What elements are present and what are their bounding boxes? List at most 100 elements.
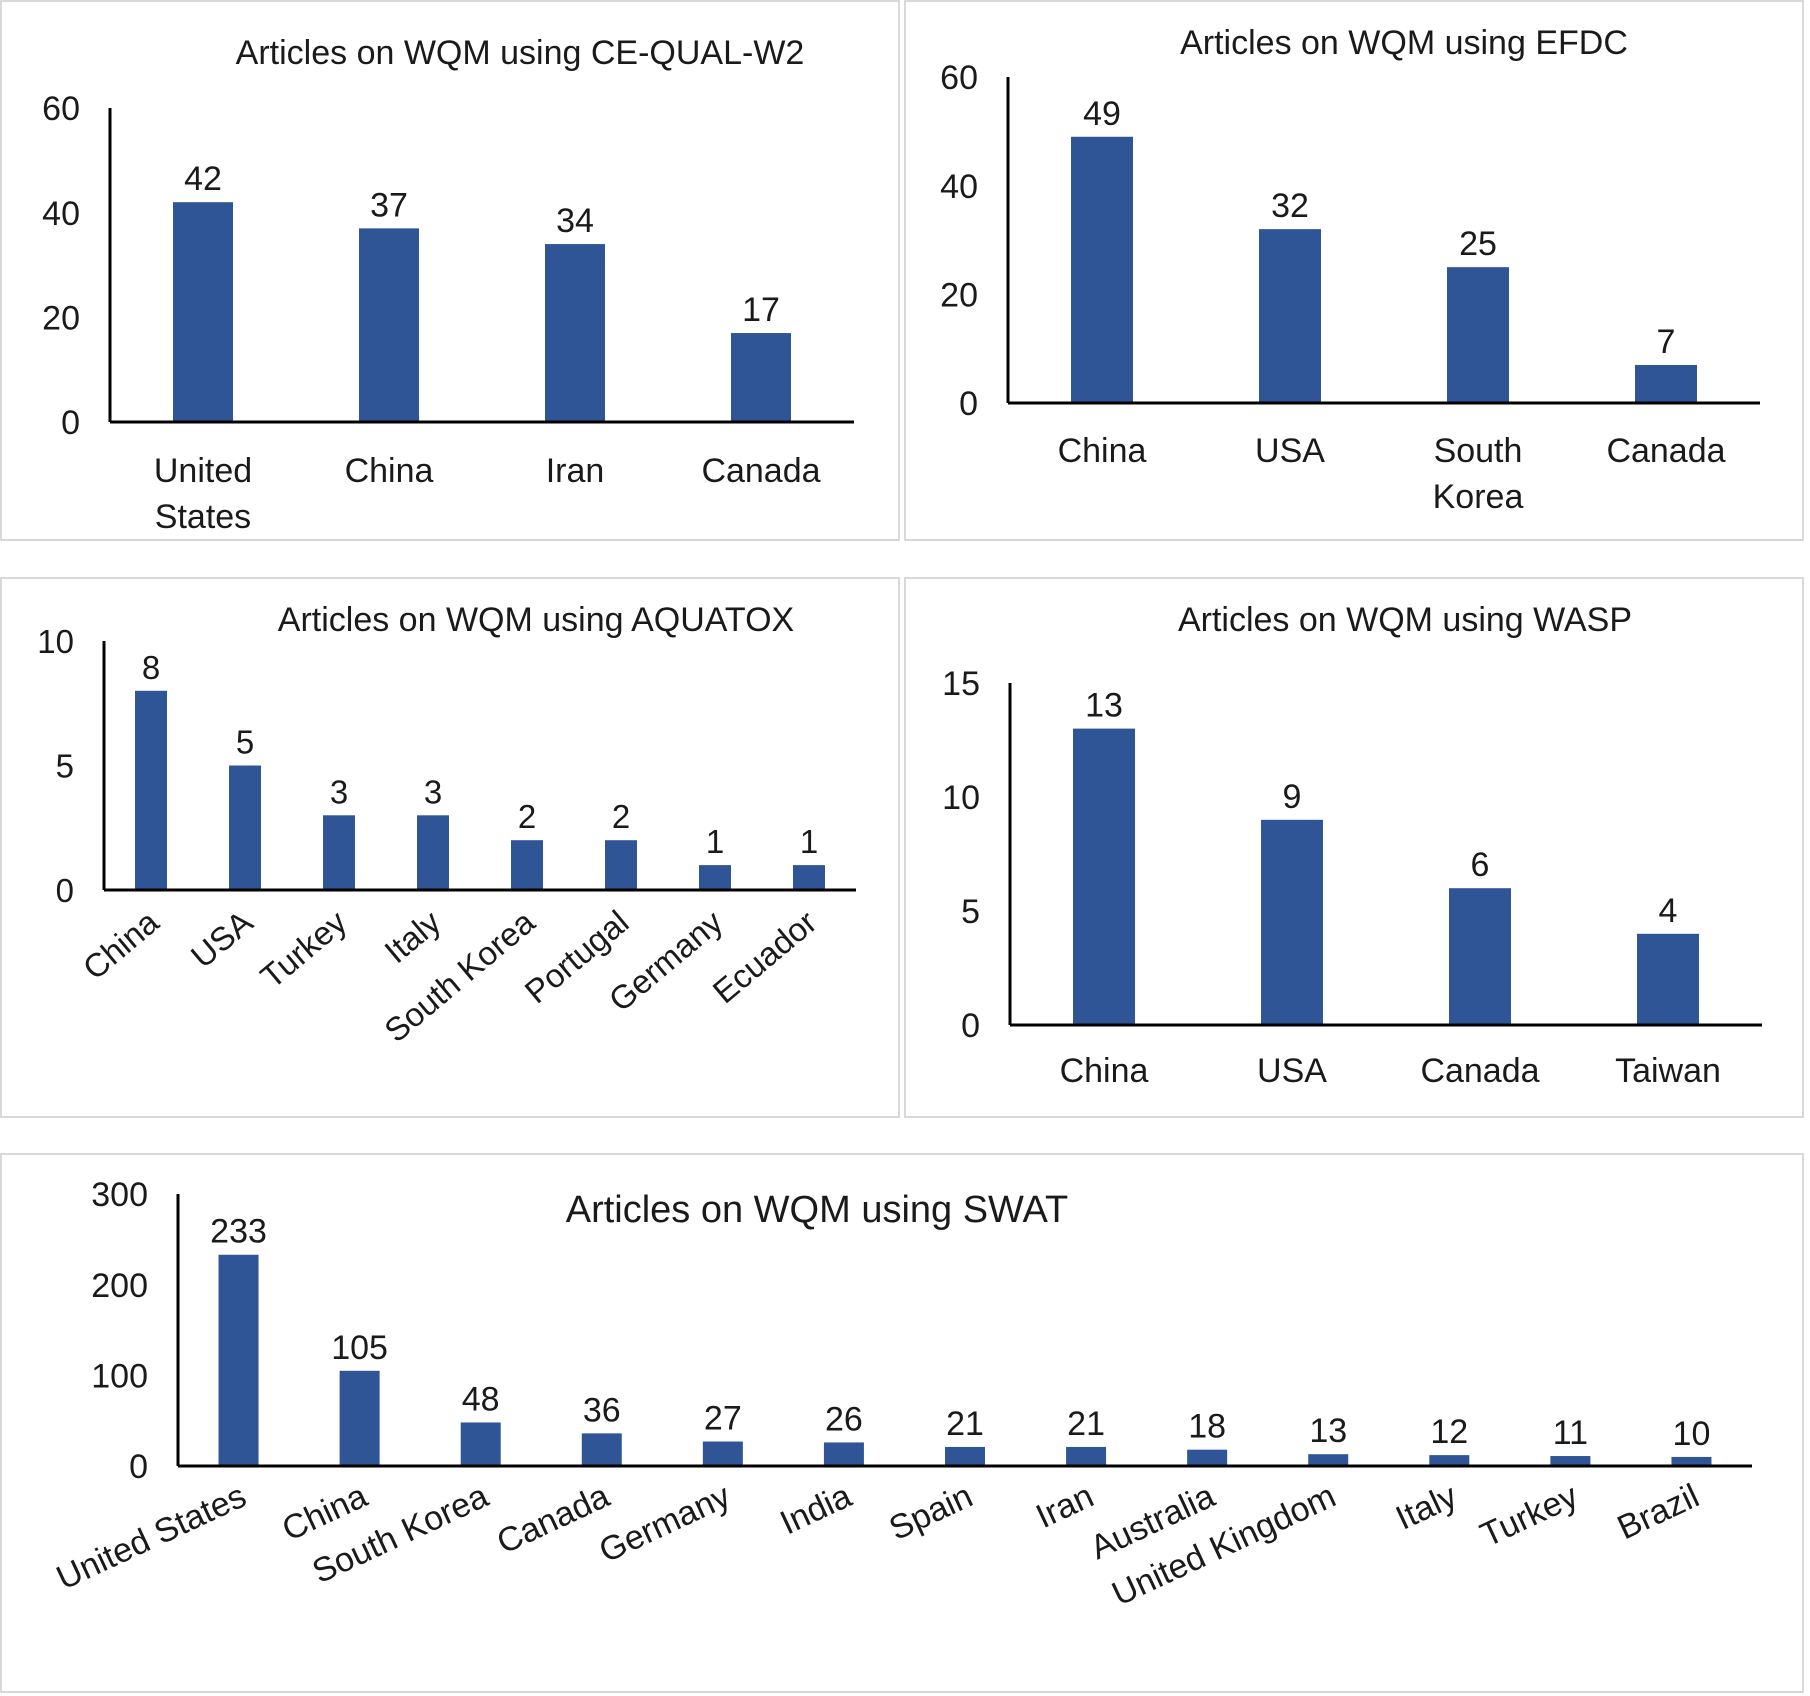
x-tick-label: Turkey	[1475, 1477, 1584, 1555]
x-tick-label: USA	[1257, 1052, 1327, 1090]
data-label: 21	[1067, 1405, 1105, 1443]
y-tick-label: 40	[42, 195, 80, 233]
data-label: 13	[1085, 687, 1123, 725]
chart-title: Articles on WQM using WASP	[1178, 601, 1632, 639]
chart-panel-swat: Articles on WQM using SWAT 0 100 200 300 233 U…	[0, 1153, 1804, 1693]
x-tick-label: China	[1058, 432, 1147, 470]
x-tick-label: Brazil	[1612, 1477, 1705, 1547]
data-label: 6	[1471, 846, 1490, 884]
bar-italy	[1429, 1455, 1470, 1466]
x-tick-label: Italy	[1390, 1477, 1463, 1538]
chart-panel-wasp: Articles on WQM using WASP 0 5 10 15 13 China 9…	[904, 577, 1804, 1118]
data-label: 4	[1659, 892, 1678, 930]
data-label: 7	[1657, 323, 1676, 361]
bar-canada	[581, 1433, 622, 1466]
x-tick-label: Germany	[593, 1477, 736, 1571]
bar-china	[1073, 728, 1135, 1025]
bar-turkey	[1550, 1456, 1591, 1466]
x-tick-label: Ecuador	[706, 903, 824, 1010]
x-tick-label-line: United	[154, 452, 252, 490]
data-label: 13	[1309, 1412, 1347, 1450]
chart-aquatox: Articles on WQM using AQUATOX 0 5 10 8 China 5…	[37, 601, 856, 1049]
y-tick-label: 0	[959, 385, 978, 423]
y-tick-label: 0	[56, 872, 74, 909]
x-tick-label: Canada	[701, 452, 820, 490]
x-tick-label: Canada	[491, 1477, 615, 1562]
chart-swat: Articles on WQM using SWAT 0 100 200 300 233 U…	[51, 1176, 1752, 1613]
bar-turkey	[323, 815, 355, 890]
data-label: 5	[236, 724, 254, 761]
x-tick-label-line: Korea	[1433, 478, 1524, 516]
x-tick-label: United States	[51, 1477, 252, 1598]
bar-united-kingdom	[1308, 1454, 1349, 1466]
data-label: 34	[556, 202, 594, 240]
bar-ecuador	[793, 865, 825, 890]
bar-usa	[1259, 229, 1321, 403]
chart-wasp: Articles on WQM using WASP 0 5 10 15 13 China 9…	[942, 601, 1762, 1090]
bar-germany	[699, 865, 731, 890]
data-label: 10	[1673, 1415, 1711, 1453]
chart-title: Articles on WQM using CE-QUAL-W2	[236, 34, 805, 72]
bar-china	[1071, 136, 1133, 403]
data-label: 27	[704, 1400, 742, 1438]
bar-china	[135, 690, 167, 890]
data-label: 21	[946, 1405, 984, 1443]
x-tick-label: China	[1060, 1052, 1149, 1090]
x-tick-label: Spain	[884, 1477, 979, 1548]
y-tick-label: 15	[942, 665, 980, 703]
x-tick-label: Canada	[1420, 1052, 1539, 1090]
bar-iran	[1066, 1446, 1107, 1466]
bar-united-states	[173, 202, 233, 422]
x-tick-label: USA	[1255, 432, 1325, 470]
chart-efdc: Articles on WQM using EFDC 0 20 40 60 49 China…	[940, 24, 1760, 516]
data-label: 37	[370, 186, 408, 224]
data-label: 26	[825, 1400, 863, 1438]
data-label: 42	[184, 160, 222, 198]
chart-panel-cequalw2: Articles on WQM using CE-QUAL-W2 0 20 40 60 4…	[0, 0, 900, 541]
chart-title: Articles on WQM using AQUATOX	[278, 601, 794, 639]
bar-australia	[1187, 1449, 1228, 1466]
data-label: 233	[210, 1213, 267, 1251]
bar-canada	[1449, 888, 1511, 1025]
x-tick-label: USA	[184, 903, 260, 975]
bar-brazil	[1671, 1456, 1712, 1466]
x-tick-label-line: South	[1434, 432, 1523, 470]
chart-cequalw2: Articles on WQM using CE-QUAL-W2 0 20 40 60 4…	[42, 34, 854, 536]
data-label: 12	[1430, 1413, 1468, 1451]
data-label: 1	[800, 823, 818, 860]
y-tick-label: 0	[129, 1448, 148, 1486]
data-label: 1	[706, 823, 724, 860]
chart-panel-efdc: Articles on WQM using EFDC 0 20 40 60 49 China…	[904, 0, 1804, 541]
bar-italy	[417, 815, 449, 890]
y-tick-label: 20	[42, 300, 80, 338]
data-label: 17	[742, 291, 780, 329]
x-tick-label: China	[345, 452, 434, 490]
data-label: 48	[462, 1380, 500, 1418]
y-tick-label: 200	[91, 1267, 148, 1305]
data-label: 49	[1083, 95, 1121, 133]
y-tick-label: 10	[37, 623, 74, 660]
data-label: 32	[1271, 187, 1309, 225]
y-tick-label: 5	[56, 747, 74, 784]
y-tick-label: 20	[940, 277, 978, 315]
data-label: 25	[1459, 225, 1497, 263]
y-tick-label: 10	[942, 779, 980, 817]
data-label: 2	[518, 798, 536, 835]
bar-portugal	[605, 840, 637, 890]
bar-china	[339, 1370, 380, 1466]
x-tick-label: Canada	[1606, 432, 1725, 470]
data-label: 11	[1553, 1414, 1588, 1452]
bar-spain	[945, 1446, 985, 1466]
x-tick-label: China	[76, 903, 166, 987]
data-label: 9	[1283, 778, 1302, 816]
y-tick-label: 40	[940, 168, 978, 206]
x-tick-label: Iran	[1030, 1477, 1099, 1536]
y-tick-label: 60	[42, 90, 80, 128]
data-label: 18	[1188, 1408, 1226, 1446]
chart-panel-aquatox: Articles on WQM using AQUATOX 0 5 10 8 China 5…	[0, 577, 900, 1118]
chart-title: Articles on WQM using EFDC	[1180, 24, 1628, 62]
data-label: 36	[583, 1391, 621, 1429]
bar-canada	[1635, 364, 1697, 403]
y-tick-label: 0	[61, 404, 80, 442]
bar-south-korea	[460, 1422, 501, 1466]
